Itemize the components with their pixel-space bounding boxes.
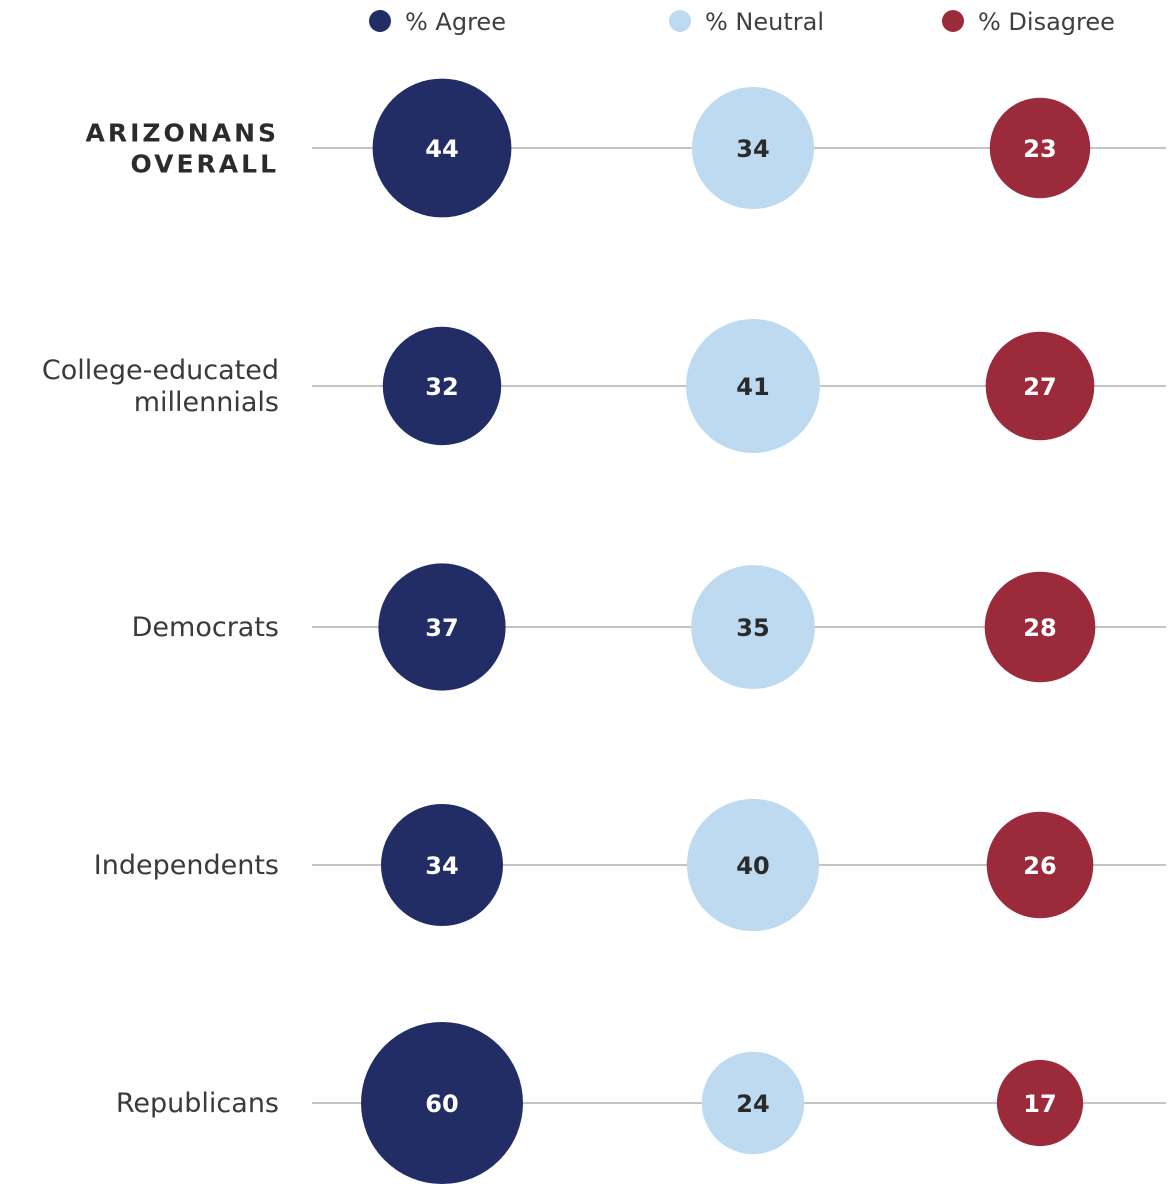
value-label-disagree: 23 [1023, 135, 1056, 163]
value-label-neutral: 34 [736, 135, 769, 163]
value-label-disagree: 27 [1023, 373, 1056, 401]
bubble-neutral [691, 565, 815, 689]
value-label-disagree: 26 [1023, 852, 1056, 880]
bubble-disagree [986, 811, 1094, 919]
value-label-disagree: 17 [1023, 1090, 1056, 1118]
value-label-agree: 60 [425, 1090, 458, 1118]
bubble-agree [382, 326, 502, 446]
value-label-neutral: 40 [736, 852, 769, 880]
bubble-disagree [985, 331, 1095, 441]
value-label-agree: 37 [425, 614, 458, 642]
legend: % Agree % Neutral % Disagree [369, 8, 1115, 36]
bubble-agree [372, 78, 512, 218]
legend-marker-agree [369, 10, 391, 32]
chart-row: College-educated millennials 32 41 27 [42, 319, 1166, 453]
bubble-neutral [686, 798, 820, 932]
value-label-neutral: 41 [736, 373, 769, 401]
chart-row: ARIZONANS OVERALL 44 34 23 [86, 78, 1166, 218]
category-label: Independents [94, 850, 279, 881]
category-label: ARIZONANS OVERALL [86, 119, 279, 179]
value-label-agree: 44 [425, 135, 458, 163]
bubble-agree [361, 1022, 523, 1184]
value-label-neutral: 35 [736, 614, 769, 642]
category-label: College-educated millennials [42, 355, 279, 418]
bubble-neutral [692, 87, 814, 209]
legend-label-agree: % Agree [405, 8, 506, 36]
category-label: Democrats [132, 612, 279, 643]
bubble-agree [378, 563, 506, 691]
value-label-neutral: 24 [736, 1090, 769, 1118]
value-label-agree: 32 [425, 373, 458, 401]
chart-row: Republicans 60 24 17 [116, 1022, 1166, 1184]
bubble-neutral [701, 1051, 805, 1155]
chart-row: Independents 34 40 26 [94, 798, 1166, 932]
bubble-disagree [984, 571, 1096, 683]
category-label: Republicans [116, 1088, 279, 1119]
value-label-agree: 34 [425, 852, 458, 880]
bubble-neutral [686, 319, 820, 453]
legend-marker-neutral [669, 10, 691, 32]
value-label-disagree: 28 [1023, 614, 1056, 642]
legend-marker-disagree [942, 10, 964, 32]
legend-label-neutral: % Neutral [705, 8, 824, 36]
bubble-disagree [996, 1059, 1084, 1147]
bubble-agree [381, 804, 503, 926]
bubble-disagree [989, 97, 1091, 199]
chart-rows: ARIZONANS OVERALL 44 34 23 College-educated mi… [42, 78, 1166, 1184]
legend-label-disagree: % Disagree [978, 8, 1115, 36]
chart-row: Democrats 37 35 28 [132, 563, 1166, 691]
